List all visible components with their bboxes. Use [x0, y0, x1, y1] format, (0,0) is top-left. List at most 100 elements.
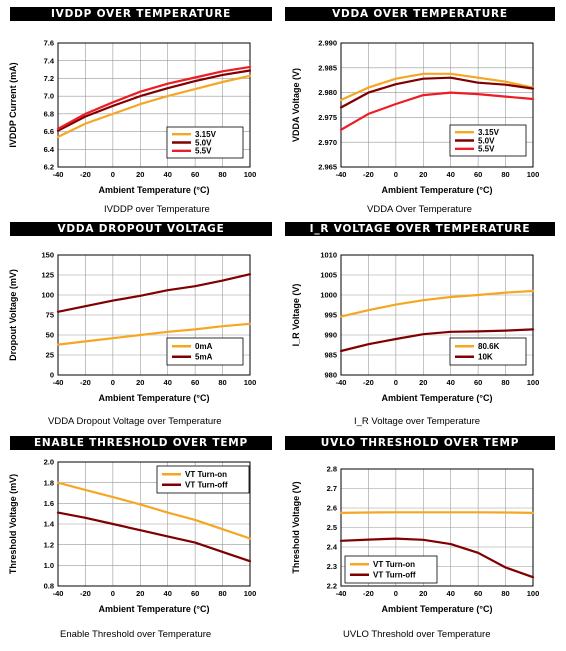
x-tick-label: 40	[447, 589, 455, 598]
plot-frame	[57, 254, 251, 376]
legend-box	[344, 555, 438, 584]
y-tick-label: 2.8	[327, 465, 337, 474]
y-tick-label: 2.3	[327, 562, 337, 571]
series-line	[56, 511, 252, 563]
x-tick-label: 80	[501, 589, 509, 598]
legend-label: 5mA	[195, 353, 213, 362]
y-tick-label: 6.4	[44, 145, 55, 154]
chart-caption: I_R Voltage over Temperature	[354, 416, 481, 427]
plot-frame	[340, 468, 534, 587]
legend-label: 5.5V	[195, 147, 212, 156]
x-tick-label: 0	[394, 589, 398, 598]
x-tick-label: -20	[363, 589, 374, 598]
y-tick-label: 2.2	[327, 582, 337, 591]
series-line	[56, 74, 252, 139]
x-tick-label: 60	[474, 378, 482, 387]
x-tick-label: -20	[80, 170, 91, 179]
y-tick-label: 1.8	[44, 478, 54, 487]
x-tick-label: -40	[336, 589, 347, 598]
x-axis-label: Ambient Temperature (°C)	[99, 393, 210, 403]
legend-label: VT Turn-on	[185, 470, 227, 479]
y-tick-label: 2.975	[318, 113, 337, 122]
series-line	[56, 65, 252, 131]
vdda-dropout-chart: -40 -20 0 20 40 60 80 100 0 25 50 75 100 125 150 Ambien…	[8, 251, 257, 403]
ivddp-chart: -40 -20 0 20 40 60 80 100 6.2 6.4 6.6 6.8 7.0 7.2 7.4 7…	[8, 39, 256, 195]
series-line	[339, 76, 535, 109]
chart-title-banner: UVLO THRESHOLD OVER TEMP	[285, 436, 555, 450]
series-line	[339, 511, 535, 515]
x-axis-label: Ambient Temperature (°C)	[99, 604, 210, 614]
legend-label: 10K	[478, 353, 493, 362]
x-axis-label: Ambient Temperature (°C)	[382, 604, 493, 614]
y-tick-label: 2.985	[318, 63, 337, 72]
chart-caption: VDDA Over Temperature	[367, 204, 472, 215]
chart-caption: UVLO Threshold over Temperature	[343, 629, 491, 640]
y-tick-label: 2.4	[327, 543, 338, 552]
y-tick-label: 125	[41, 271, 54, 280]
x-tick-label: 20	[136, 378, 144, 387]
y-tick-label: 1.0	[44, 561, 54, 570]
y-tick-label: 1.4	[44, 520, 55, 529]
series-line	[339, 289, 535, 318]
chart-caption: IVDDP over Temperature	[104, 204, 210, 215]
x-tick-label: 40	[447, 378, 455, 387]
y-tick-label: 2.6	[327, 504, 337, 513]
x-tick-label: -40	[53, 378, 64, 387]
x-tick-label: -20	[80, 378, 91, 387]
y-tick-label: 6.2	[44, 163, 54, 172]
ir-voltage-chart: -40 -20 0 20 40 60 80 100 980 985 990 995 1000 1005 10…	[291, 251, 539, 403]
legend: 80.6K 10K	[449, 337, 527, 366]
x-tick-label: -20	[363, 378, 374, 387]
x-tick-label: 0	[111, 589, 115, 598]
x-tick-label: 60	[191, 378, 199, 387]
x-tick-label: 20	[419, 170, 427, 179]
y-tick-label: 0.8	[44, 582, 54, 591]
y-tick-label: 2.970	[318, 138, 337, 147]
legend: VT Turn-on VT Turn-off	[344, 555, 438, 584]
x-tick-label: 100	[527, 589, 540, 598]
chart-title-banner: VDDA DROPOUT VOLTAGE	[10, 222, 272, 236]
x-tick-label: -40	[53, 170, 64, 179]
x-tick-label: 0	[111, 378, 115, 387]
y-tick-label: 985	[324, 351, 337, 360]
legend-label: 80.6K	[478, 342, 500, 351]
x-tick-label: 0	[394, 378, 398, 387]
x-tick-label: 40	[164, 170, 172, 179]
legend-label: 5.0V	[478, 136, 495, 145]
x-tick-label: 40	[164, 378, 172, 387]
y-tick-label: 75	[46, 311, 54, 320]
chart-title-banner: I_R VOLTAGE OVER TEMPERATURE	[285, 222, 555, 236]
y-tick-label: 2.7	[327, 484, 337, 493]
chart-caption: VDDA Dropout Voltage over Temperature	[48, 416, 222, 427]
series-line	[339, 537, 535, 579]
x-tick-label: -40	[336, 170, 347, 179]
x-axis-label: Ambient Temperature (°C)	[382, 185, 493, 195]
series-line	[339, 328, 535, 353]
enable-threshold-chart-panel: ENABLE THRESHOLD OVER TEMP -40 -20 0 20 40 60…	[0, 436, 283, 651]
x-tick-label: 60	[191, 170, 199, 179]
y-axis-label: Dropout Voltage (mV)	[8, 269, 18, 361]
y-tick-label: 1.2	[44, 540, 54, 549]
series-line	[339, 72, 535, 102]
y-tick-label: 7.4	[44, 56, 55, 65]
x-tick-label: 100	[527, 170, 540, 179]
y-tick-label: 2.990	[318, 39, 337, 48]
x-tick-label: -40	[336, 378, 347, 387]
x-tick-label: 80	[218, 589, 226, 598]
x-tick-label: -20	[363, 170, 374, 179]
y-tick-label: 1.6	[44, 499, 54, 508]
y-tick-label: 6.8	[44, 109, 54, 118]
y-tick-label: 1005	[320, 271, 337, 280]
y-tick-label: 2.965	[318, 163, 337, 172]
y-tick-label: 100	[41, 291, 54, 300]
ivddp-chart-panel: IVDDP OVER TEMPERATURE -40 -20 0 20 40 60 80 10…	[0, 7, 283, 222]
y-axis-label: Threshold Voltage (mV)	[8, 474, 18, 574]
legend-label: 5.0V	[195, 138, 212, 147]
legend-label: VT Turn-off	[185, 481, 228, 490]
x-tick-label: 40	[447, 170, 455, 179]
x-tick-label: 100	[244, 378, 257, 387]
y-axis-label: IVDDP Current (mA)	[8, 62, 18, 147]
plot-frame	[57, 461, 251, 587]
legend-label: VT Turn-off	[373, 571, 416, 580]
y-axis-label: Threshold Voltage (V)	[291, 481, 301, 573]
